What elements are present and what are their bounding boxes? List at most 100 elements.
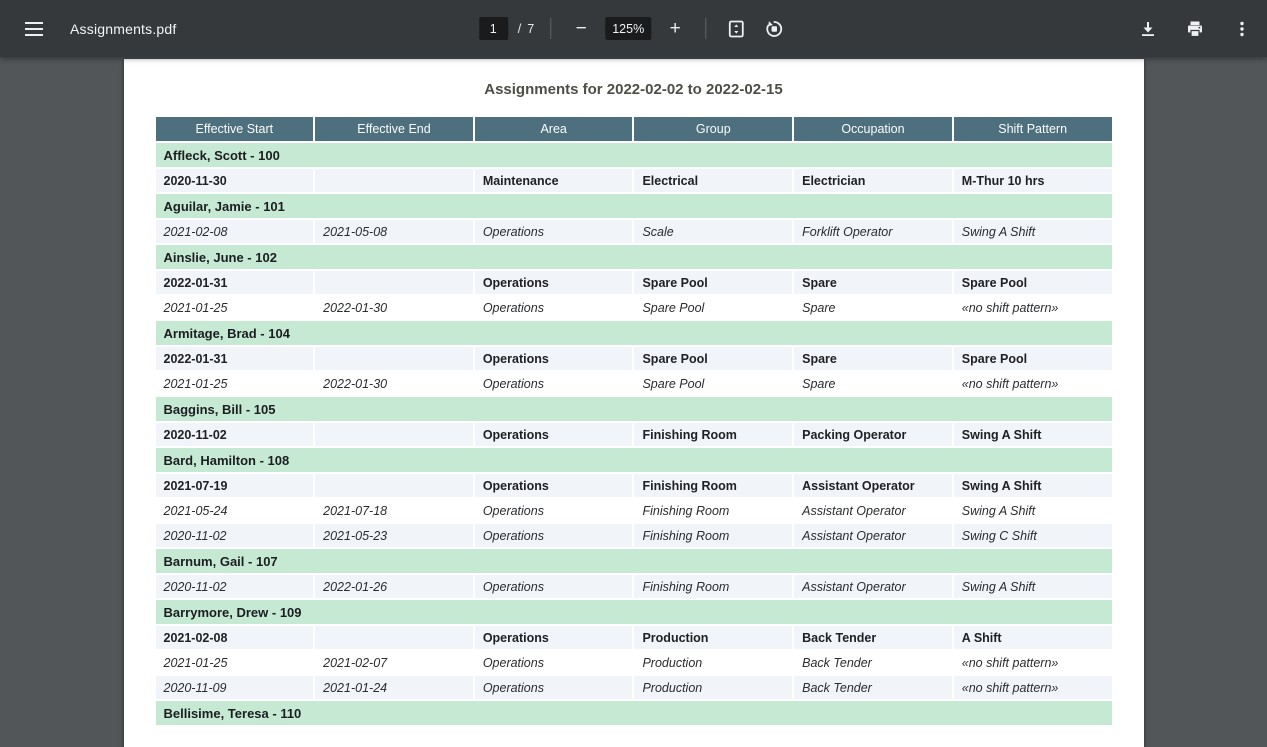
menu-button[interactable] (20, 15, 48, 43)
hamburger-menu-icon (25, 21, 43, 36)
assignment-cell: 2021-01-24 (315, 676, 473, 699)
assignment-cell: Operations (474, 676, 633, 699)
assignment-row: 2021-01-25 2022-01-30 Operations Spare Pool… (155, 296, 1112, 319)
more-options-button[interactable] (1225, 15, 1259, 43)
column-header: Effective Start (155, 117, 314, 141)
assignment-cell: Packing Operator (794, 423, 952, 446)
person-group-row: Armitage, Brad - 104 (155, 321, 1112, 345)
assignment-cell: Spare Pool (634, 271, 793, 294)
toolbar-divider (705, 18, 707, 39)
assignment-cell: Spare Pool (634, 372, 793, 395)
assignment-cell: Swing A Shift (953, 474, 1112, 497)
assignment-cell: Production (634, 626, 793, 649)
assignment-cell: Spare (794, 347, 952, 370)
assignment-cell: A Shift (953, 626, 1112, 649)
person-group-label: Barnum, Gail - 107 (155, 549, 1112, 573)
page-count: / 7 (518, 22, 534, 36)
rotate-icon (766, 20, 783, 37)
assignment-cell: Finishing Room (634, 575, 793, 598)
assignment-cell: 2020-11-02 (155, 575, 314, 598)
assignment-cell: 2020-11-02 (155, 423, 314, 446)
person-group-label: Armitage, Brad - 104 (155, 321, 1112, 345)
more-options-icon (1240, 21, 1244, 36)
assignment-cell: Assistant Operator (794, 524, 952, 547)
person-group-row: Ainslie, June - 102 (155, 245, 1112, 269)
column-header: Effective End (315, 117, 473, 141)
page-total: 7 (527, 21, 535, 36)
assignment-cell: Finishing Room (634, 524, 793, 547)
report-title: Assignments for 2022-02-02 to 2022-02-15 (484, 81, 783, 98)
assignment-cell: Finishing Room (634, 474, 793, 497)
print-button[interactable] (1178, 15, 1212, 43)
assignment-row: 2021-05-24 2021-07-18 Operations Finishing … (155, 499, 1112, 522)
assignments-table: Effective Start Effective End Area Group Occ… (154, 115, 1114, 727)
assignment-row: 2021-01-25 2022-01-30 Operations Spare Pool… (155, 372, 1112, 395)
assignment-cell: Electrician (794, 169, 952, 192)
assignment-cell: Operations (474, 575, 633, 598)
assignment-row: 2021-07-19 Operations Finishing Room Assist… (155, 474, 1112, 497)
assignment-cell: Swing A Shift (953, 575, 1112, 598)
assignment-cell: Back Tender (794, 676, 952, 699)
assignment-cell: Spare Pool (953, 271, 1112, 294)
assignment-row: 2022-01-31 Operations Spare Pool Spare Spare… (155, 347, 1112, 370)
assignment-cell: Spare (794, 271, 952, 294)
person-group-label: Bard, Hamilton - 108 (155, 448, 1112, 472)
assignment-cell: Spare Pool (634, 296, 793, 319)
person-group-label: Aguilar, Jamie - 101 (155, 194, 1112, 218)
assignment-row: 2021-02-08 2021-05-08 Operations Scale Forkl… (155, 220, 1112, 243)
assignment-cell: Operations (474, 423, 633, 446)
assignments-table-head-row: Effective Start Effective End Area Group Occ… (155, 117, 1112, 141)
assignment-cell: 2022-01-31 (155, 347, 314, 370)
assignment-cell: Spare Pool (634, 347, 793, 370)
pdf-viewer-area[interactable]: Assignments for 2022-02-02 to 2022-02-15… (0, 57, 1267, 747)
person-group-row: Barrymore, Drew - 109 (155, 600, 1112, 624)
assignment-cell: Production (634, 651, 793, 674)
assignment-cell: Operations (474, 271, 633, 294)
assignment-cell: Operations (474, 524, 633, 547)
assignment-cell: 2021-02-08 (155, 220, 314, 243)
page-number-input[interactable] (478, 17, 508, 40)
person-group-row: Aguilar, Jamie - 101 (155, 194, 1112, 218)
assignment-cell (315, 347, 473, 370)
download-icon (1142, 21, 1154, 36)
zoom-out-button[interactable]: − (567, 15, 595, 43)
assignment-cell: «no shift pattern» (953, 372, 1112, 395)
zoom-in-button[interactable]: + (661, 15, 689, 43)
person-group-row: Barnum, Gail - 107 (155, 549, 1112, 573)
assignment-cell: Spare (794, 296, 952, 319)
assignment-cell (315, 271, 473, 294)
assignment-cell: Operations (474, 347, 633, 370)
assignment-row: 2020-11-02 Operations Finishing Room Packin… (155, 423, 1112, 446)
assignment-cell: Swing A Shift (953, 220, 1112, 243)
download-button[interactable] (1131, 15, 1165, 43)
assignment-cell: 2021-02-07 (315, 651, 473, 674)
zoom-out-icon: − (575, 18, 587, 39)
zoom-level-display: 125% (605, 17, 652, 40)
person-group-row: Bellisime, Teresa - 110 (155, 701, 1112, 725)
assignment-cell (315, 169, 473, 192)
assignment-row: 2022-01-31 Operations Spare Pool Spare Spare… (155, 271, 1112, 294)
assignment-cell: Operations (474, 499, 633, 522)
assignment-cell: Production (634, 676, 793, 699)
column-header: Group (634, 117, 793, 141)
assignment-cell: Spare Pool (953, 347, 1112, 370)
assignment-cell: Electrical (634, 169, 793, 192)
assignment-cell: 2020-11-09 (155, 676, 314, 699)
assignment-cell: M-Thur 10 hrs (953, 169, 1112, 192)
assignment-cell: Finishing Room (634, 499, 793, 522)
assignment-row: 2020-11-09 2021-01-24 Operations Production… (155, 676, 1112, 699)
zoom-in-icon: + (669, 18, 681, 39)
assignment-cell: Assistant Operator (794, 474, 952, 497)
assignment-cell: «no shift pattern» (953, 651, 1112, 674)
assignment-cell: 2021-05-08 (315, 220, 473, 243)
assignment-cell (315, 626, 473, 649)
rotate-button[interactable] (760, 15, 788, 43)
assignment-cell: Operations (474, 220, 633, 243)
assignment-cell: Finishing Room (634, 423, 793, 446)
assignment-row: 2020-11-02 2022-01-26 Operations Finishing … (155, 575, 1112, 598)
assignment-cell: 2020-11-02 (155, 524, 314, 547)
assignment-cell: 2021-02-08 (155, 626, 314, 649)
assignment-cell: Operations (474, 474, 633, 497)
fit-to-page-button[interactable] (722, 15, 750, 43)
assignment-cell: 2021-01-25 (155, 296, 314, 319)
